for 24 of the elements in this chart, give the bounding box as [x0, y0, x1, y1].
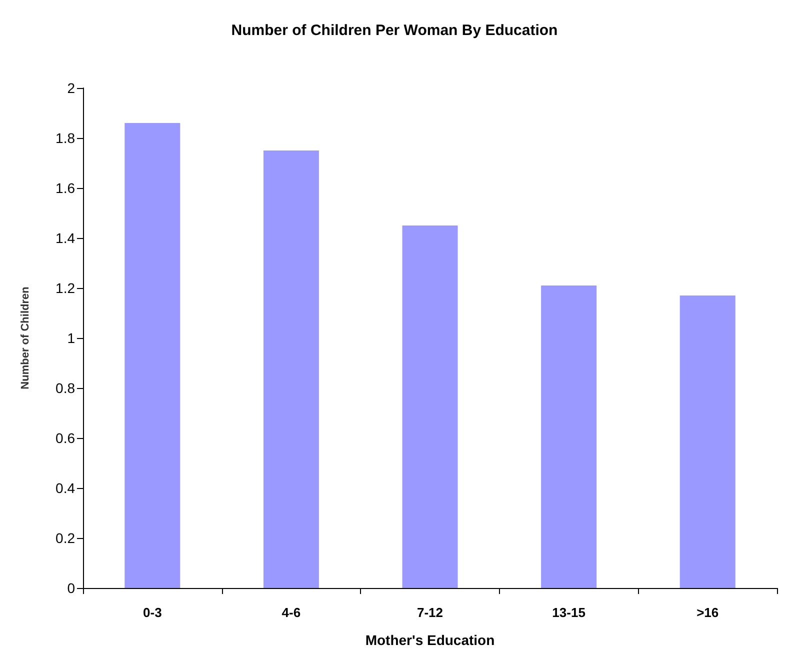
x-tick-label: 4-6	[282, 605, 301, 620]
y-tick-label: 2	[67, 80, 76, 96]
y-tick-label: 0.4	[56, 480, 76, 496]
x-tick-label: 7-12	[416, 605, 444, 620]
bar	[263, 150, 319, 588]
bar	[680, 296, 736, 588]
bar	[124, 123, 180, 588]
y-tick-label: 1.4	[56, 230, 76, 246]
x-axis-title: Mother's Education	[365, 632, 495, 648]
y-tick-label: 1.8	[56, 130, 76, 146]
y-tick-label: 1	[67, 330, 76, 346]
chart-title: Number of Children Per Woman By Education	[231, 22, 558, 39]
bar	[541, 286, 597, 588]
bar	[402, 226, 458, 588]
y-axis-title: Number of Children	[20, 286, 32, 390]
x-tick-label: 0-3	[143, 605, 162, 620]
x-tick-label: 13-15	[552, 605, 586, 620]
y-tick-label: 0.2	[56, 530, 76, 546]
y-tick-label: 0.8	[56, 380, 76, 396]
y-tick-label: 0	[67, 580, 76, 596]
y-tick-label: 1.2	[56, 280, 76, 296]
y-tick-label: 1.6	[56, 180, 76, 196]
y-tick-label: 0.6	[56, 430, 76, 446]
x-tick-label: >16	[696, 605, 719, 620]
